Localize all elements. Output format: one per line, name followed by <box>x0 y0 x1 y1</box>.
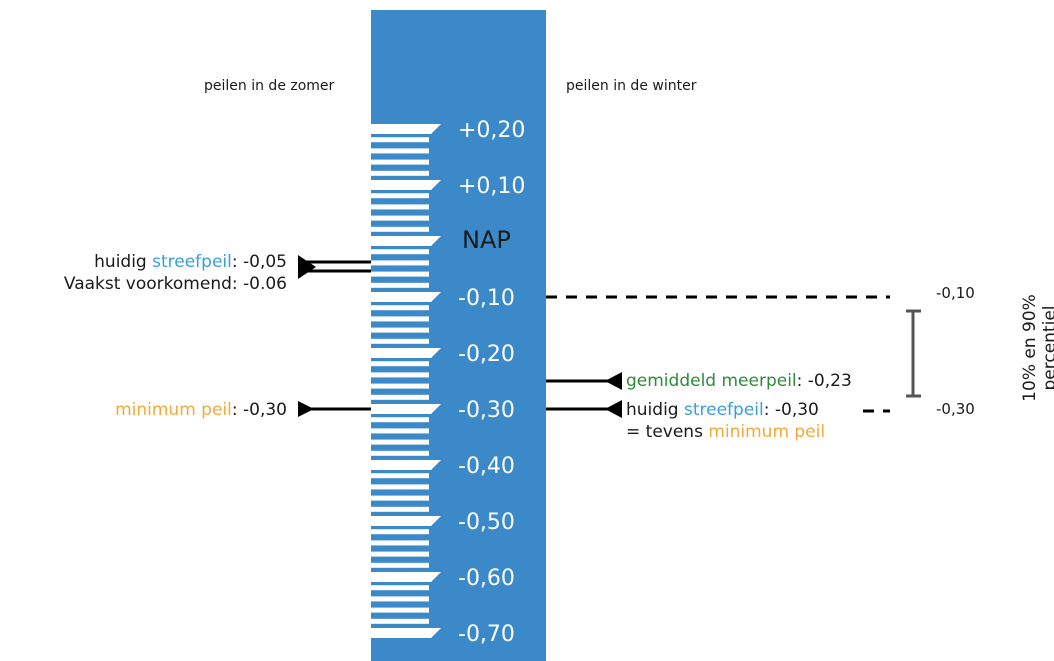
gauge-tick-label: -0,20 <box>458 342 515 367</box>
gauge-minor-stripe <box>371 316 429 322</box>
gauge-minor-stripe <box>371 618 429 624</box>
summer-header: peilen in de zomer <box>204 78 335 94</box>
winter-streefpeil-marker <box>546 400 622 418</box>
gauge-minor-stripe <box>371 170 429 176</box>
gauge-minor-stripe <box>371 529 429 535</box>
gauge-tick-label: -0,60 <box>458 566 515 591</box>
percentile-bottom-label: -0,30 <box>936 400 975 418</box>
winter-gemiddeld-label: gemiddeld meerpeil: -0,23 <box>626 371 852 391</box>
gauge-major-stripe <box>371 516 441 526</box>
winter-gemiddeld-marker <box>546 372 622 390</box>
gauge-minor-stripe <box>371 249 429 255</box>
gauge-minor-stripe <box>371 506 429 512</box>
gauge-minor-stripe <box>371 271 429 277</box>
gauge-major-stripe <box>371 236 441 246</box>
gauge-minor-stripe <box>371 540 429 546</box>
gauge-minor-stripe <box>371 383 429 389</box>
winter-header: peilen in de winter <box>566 78 697 94</box>
gauge-ticks: +0,20 +0,10 -0,10 -0,20 -0,30 -0,40 -0,50 -0,60… <box>458 118 525 647</box>
summer-streefpeil-label: huidig streefpeil: -0,05 <box>94 252 287 272</box>
gauge-major-stripe <box>371 404 441 414</box>
gauge-minor-stripe <box>371 193 429 199</box>
gauge-tick-label: -0,70 <box>458 622 515 647</box>
gauge-tick-label: -0,50 <box>458 510 515 535</box>
gauge-minor-stripe <box>371 484 429 490</box>
gauge-tick-label: +0,20 <box>458 118 525 143</box>
percentile-title: 10% en 90% percentiel <box>1020 294 1054 402</box>
gauge-minor-stripe <box>371 596 429 602</box>
gauge-major-stripe <box>371 348 441 358</box>
gauge-minor-stripe <box>371 372 429 378</box>
summer-minimum-label: minimum peil: -0,30 <box>115 400 287 420</box>
gauge-minor-stripe <box>371 305 429 311</box>
gauge-major-stripe <box>371 124 441 134</box>
gauge-minor-stripe <box>371 260 429 266</box>
summer-streefpeil-marker <box>298 255 371 279</box>
gauge-minor-stripe <box>371 562 429 568</box>
gauge-tick-label: -0,10 <box>458 286 515 311</box>
gauge-major-stripe <box>371 180 441 190</box>
summer-vaakst-label: Vaakst voorkomend: -0.06 <box>63 274 287 294</box>
gauge-minor-stripe <box>371 450 429 456</box>
gauge-minor-stripe <box>371 551 429 557</box>
gauge-minor-stripe <box>371 137 429 143</box>
gauge-major-stripe <box>371 628 441 638</box>
gauge-minor-stripe <box>371 361 429 367</box>
summer-minimum-marker <box>298 401 371 417</box>
gauge-minor-stripe <box>371 428 429 434</box>
gauge-tick-label: -0,30 <box>458 398 515 423</box>
gauge-major-stripe <box>371 572 441 582</box>
percentile-top-label: -0,10 <box>936 284 975 302</box>
gauge-minor-stripe <box>371 473 429 479</box>
gauge-minor-stripe <box>371 148 429 154</box>
gauge-minor-stripe <box>371 327 429 333</box>
gauge-minor-stripe <box>371 439 429 445</box>
gauge-minor-stripe <box>371 338 429 344</box>
gauge-minor-stripe <box>371 159 429 165</box>
gauge-tick-label: +0,10 <box>458 174 525 199</box>
gauge-minor-stripe <box>371 226 429 232</box>
nap-label: NAP <box>462 226 511 254</box>
gauge-major-stripe <box>371 292 441 302</box>
gauge-major-stripe <box>371 460 441 470</box>
percentile-bracket <box>906 309 921 398</box>
winter-tevens-label: = tevens minimum peil <box>626 422 826 442</box>
gauge-minor-stripe <box>371 394 429 400</box>
gauge-minor-stripe <box>371 417 429 423</box>
gauge-stripes <box>371 124 441 638</box>
gauge-minor-stripe <box>371 204 429 210</box>
gauge-minor-stripe <box>371 585 429 591</box>
gauge-tick-label: -0,40 <box>458 454 515 479</box>
gauge-minor-stripe <box>371 607 429 613</box>
gauge-minor-stripe <box>371 282 429 288</box>
gauge-minor-stripe <box>371 215 429 221</box>
gauge-minor-stripe <box>371 495 429 501</box>
winter-streefpeil-label: huidig streefpeil: -0,30 <box>626 400 819 420</box>
